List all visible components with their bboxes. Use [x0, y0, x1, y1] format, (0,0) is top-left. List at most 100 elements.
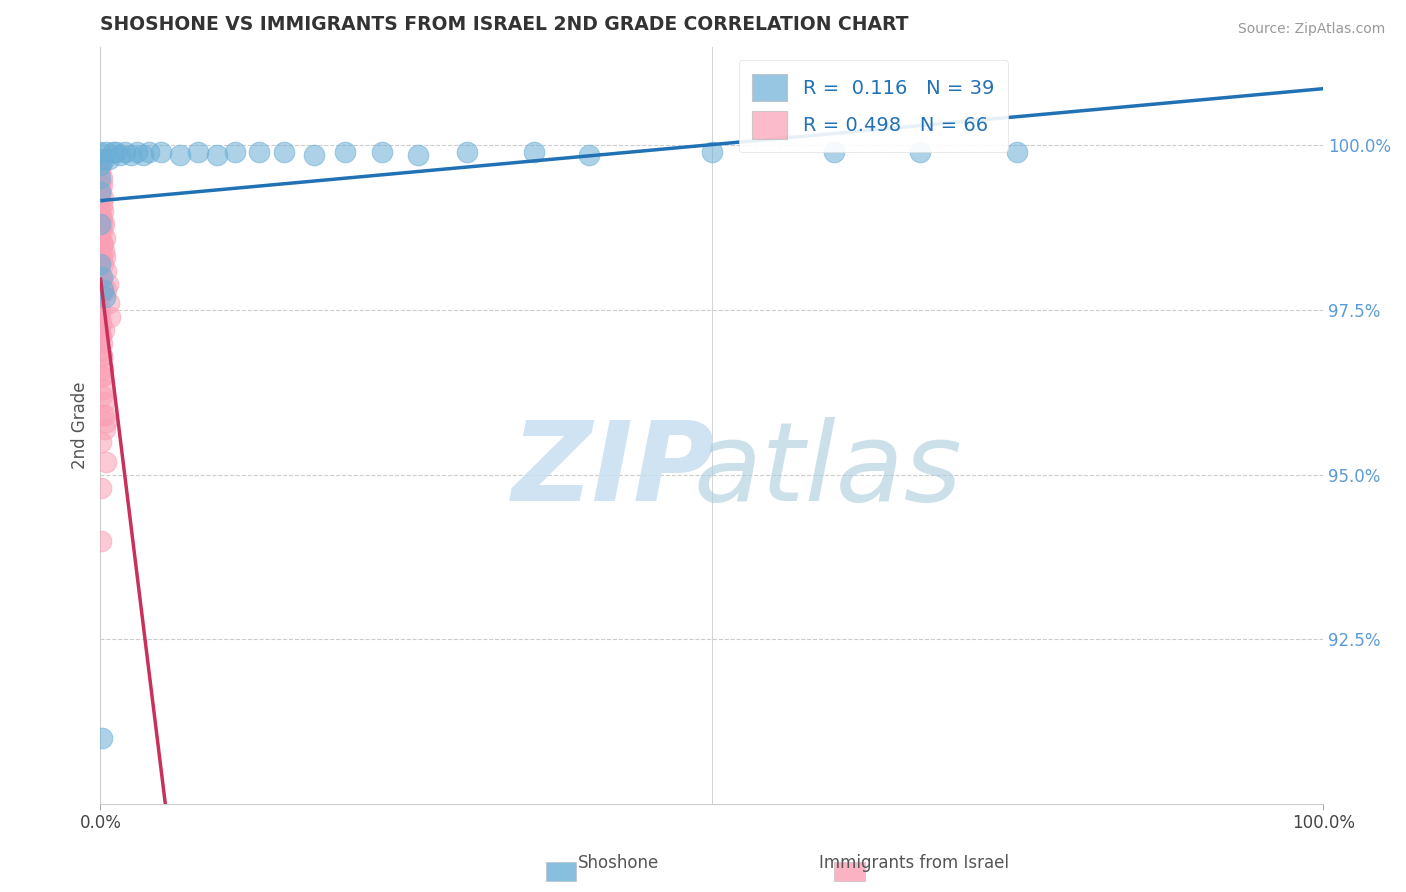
Point [89, 158, 111, 172]
Point [91, 389, 114, 403]
Point [125, 145, 148, 159]
Point [89, 310, 111, 324]
Point [205, 148, 228, 162]
Point [89, 251, 111, 265]
Point [908, 145, 931, 159]
Point [89, 224, 111, 238]
Point [89, 257, 111, 271]
Point [101, 145, 124, 159]
Point [93, 409, 115, 423]
Point [94, 251, 117, 265]
Point [89, 145, 111, 159]
Point [98, 310, 121, 324]
Point [89, 283, 111, 297]
Point [93, 382, 115, 396]
Point [90, 329, 112, 343]
Point [90, 171, 112, 186]
Point [90, 218, 112, 232]
Point [90, 270, 112, 285]
Point [138, 145, 160, 159]
Point [89, 290, 111, 304]
Point [93, 277, 115, 291]
Point [96, 263, 118, 277]
Point [90, 731, 112, 745]
Point [90, 185, 112, 199]
Point [89, 244, 111, 258]
Point [96, 454, 118, 468]
Point [700, 145, 723, 159]
Point [89, 165, 111, 179]
Point [89, 191, 111, 205]
Point [108, 148, 131, 162]
Point [97, 277, 120, 291]
Point [89, 329, 111, 343]
Point [91, 283, 114, 297]
Point [370, 145, 392, 159]
Y-axis label: 2nd Grade: 2nd Grade [72, 382, 89, 469]
Point [96, 283, 118, 297]
Point [93, 395, 115, 409]
Point [97, 296, 120, 310]
Point [89, 185, 111, 199]
Text: Immigrants from Israel: Immigrants from Israel [818, 855, 1010, 872]
Point [96, 415, 118, 429]
Point [120, 148, 142, 162]
Point [89, 257, 111, 271]
Point [224, 145, 246, 159]
Point [91, 362, 114, 376]
Point [93, 204, 115, 219]
Point [91, 178, 114, 192]
Point [90, 211, 112, 225]
Point [406, 148, 429, 162]
Point [1007, 145, 1029, 159]
Point [91, 257, 114, 271]
Point [97, 152, 120, 166]
Point [90, 434, 112, 449]
Point [91, 237, 114, 252]
Point [91, 283, 114, 297]
Point [93, 152, 115, 166]
Point [91, 251, 114, 265]
Point [90, 349, 112, 363]
Point [93, 230, 115, 244]
Text: atlas: atlas [693, 417, 962, 524]
Point [90, 158, 112, 172]
Point [150, 145, 173, 159]
Point [90, 211, 112, 225]
Point [89, 270, 111, 285]
Text: SHOSHONE VS IMMIGRANTS FROM ISRAEL 2ND GRADE CORRELATION CHART: SHOSHONE VS IMMIGRANTS FROM ISRAEL 2ND G… [100, 15, 908, 34]
Point [304, 148, 326, 162]
Point [91, 191, 114, 205]
Point [93, 244, 115, 258]
Point [89, 230, 111, 244]
Point [94, 290, 117, 304]
Point [93, 218, 115, 232]
Point [90, 316, 112, 330]
Point [89, 171, 111, 186]
Point [89, 323, 111, 337]
Point [94, 422, 117, 436]
Point [89, 178, 111, 192]
Point [578, 148, 600, 162]
Point [91, 349, 114, 363]
Point [90, 481, 112, 495]
Point [89, 152, 111, 166]
Point [91, 409, 114, 423]
Text: ZIP: ZIP [512, 417, 716, 524]
Point [169, 148, 191, 162]
Point [456, 145, 478, 159]
Text: Shoshone: Shoshone [578, 855, 659, 872]
Text: Source: ZipAtlas.com: Source: ZipAtlas.com [1237, 22, 1385, 37]
Point [90, 368, 112, 383]
Point [89, 218, 111, 232]
Point [89, 204, 111, 219]
Point [89, 303, 111, 318]
Legend: R =  0.116   N = 39, R = 0.498   N = 66: R = 0.116 N = 39, R = 0.498 N = 66 [738, 60, 1008, 153]
Point [273, 145, 295, 159]
Point [523, 145, 546, 159]
Point [247, 145, 270, 159]
Point [89, 218, 111, 232]
Point [90, 368, 112, 383]
Point [105, 145, 128, 159]
Point [89, 270, 111, 285]
